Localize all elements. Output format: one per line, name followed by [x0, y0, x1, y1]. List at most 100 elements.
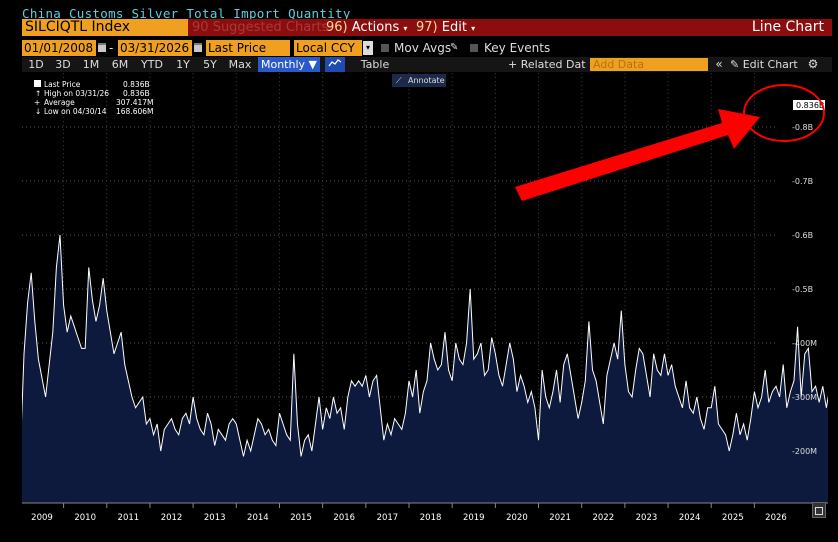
edit-chart-label: Edit Chart	[742, 58, 798, 71]
related-data-button[interactable]: + Related Dat	[508, 58, 586, 71]
mov-avgs-label: Mov Avgs	[394, 41, 452, 55]
frequency-label: Monthly	[260, 58, 306, 71]
suggested-label: Suggested Charts	[212, 20, 329, 35]
range-button-5y[interactable]: 5Y	[203, 58, 217, 71]
legend-average-value: 307.417M	[116, 98, 154, 107]
red-arrow-annotation	[515, 109, 760, 201]
x-tick-label: 2010	[74, 513, 96, 523]
highlight-circle	[743, 84, 825, 142]
y-tick-label: -0.7B	[792, 177, 813, 186]
pencil-icon: ✎	[730, 58, 740, 71]
line-chart-icon[interactable]	[325, 57, 345, 72]
last-value-label: 0.836B	[796, 101, 824, 110]
x-tick-label: 2024	[679, 513, 701, 523]
range-button-1m[interactable]: 1M	[82, 58, 100, 71]
x-tick-label: 2025	[722, 513, 744, 523]
edit-chart-button[interactable]: ✎ Edit Chart	[730, 57, 802, 72]
y-axis: -200M -300M -400M -0.5B -0.6B -0.7B -0.8B	[792, 123, 817, 456]
x-tick-label: 2022	[592, 513, 614, 523]
annotate-button[interactable]: ⟋ Annotate	[392, 74, 446, 87]
x-tick-label: 2013	[204, 513, 226, 523]
y-tick-label: -300M	[792, 393, 817, 402]
actions-menu-button[interactable]: 96) Actions ▾	[326, 19, 407, 36]
edit-menu-button[interactable]: 97) Edit ▾	[416, 19, 475, 36]
key-events-checkbox[interactable]	[470, 44, 478, 52]
x-tick-label: 2015	[290, 513, 312, 523]
legend: Last Price 0.836B ↑ High on 03/31/26 0.8…	[34, 80, 154, 116]
start-date-field[interactable]: 01/01/2008	[22, 40, 96, 56]
caret-down-icon: ▾	[471, 24, 476, 33]
actions-label: Actions	[351, 20, 400, 35]
range-button-max[interactable]: Max	[228, 58, 252, 71]
pencil-icon[interactable]: ✎	[450, 42, 459, 53]
x-tick-label: 2012	[161, 513, 183, 523]
annotate-pencil-icon: ⟋	[396, 76, 402, 85]
range-bar: 1D 3D 1M 6M YTD 1Y 5Y Max Monthly ▼ Tabl…	[22, 57, 832, 72]
x-tick-label: 2021	[549, 513, 571, 523]
y-tick-label: -200M	[792, 447, 817, 456]
series-line	[22, 234, 828, 457]
y-tick-label: -0.8B	[792, 123, 813, 132]
edit-num: 97)	[416, 20, 438, 35]
frequency-selector[interactable]: Monthly ▼	[258, 57, 320, 72]
y-tick-label: -0.5B	[792, 285, 813, 294]
edit-label: Edit	[441, 20, 467, 35]
collapse-icon[interactable]: «	[715, 57, 723, 71]
key-events-label: Key Events	[484, 41, 551, 55]
window-title-bar: China Customs Silver Total Import Quanti…	[22, 3, 832, 21]
legend-high-label: High on 03/31/26	[44, 89, 109, 98]
x-axis: 2009 2010 2011 2012 2013 2014 2015 2016 2017 2018…	[22, 502, 828, 523]
legend-low-value: 168.606M	[116, 107, 154, 116]
legend-average-label: Average	[44, 98, 75, 107]
scroll-button[interactable]	[812, 502, 826, 518]
annotate-label: Annotate	[408, 76, 445, 85]
suggested-num: 90	[192, 20, 209, 35]
x-tick-label: 2009	[31, 513, 53, 523]
ticker-field[interactable]: SILCIQTL Index	[22, 19, 188, 36]
window-title: China Customs Silver Total Import Quanti…	[22, 6, 351, 21]
legend-last-value: 0.836B	[123, 80, 150, 89]
end-date-field[interactable]: 03/31/2026	[118, 40, 192, 56]
x-tick-label: 2016	[333, 513, 355, 523]
y-tick-label: -0.6B	[792, 231, 813, 240]
series-area	[22, 235, 828, 503]
legend-last-label: Last Price	[44, 80, 81, 89]
x-tick-label: 2014	[247, 513, 269, 523]
dropdown-arrow-icon[interactable]: ▾	[363, 41, 373, 55]
legend-high-value: 0.836B	[123, 89, 150, 98]
caret-down-icon: ▾	[403, 24, 408, 33]
legend-swatch	[34, 80, 41, 87]
legend-average-marker: +	[34, 98, 40, 107]
gear-icon[interactable]: ⚙	[807, 57, 819, 71]
range-button-6m[interactable]: 6M	[111, 58, 129, 71]
table-button[interactable]: Table	[360, 58, 390, 71]
range-button-1y[interactable]: 1Y	[176, 58, 190, 71]
range-button-1d[interactable]: 1D	[28, 58, 44, 71]
calendar-icon[interactable]	[98, 43, 106, 52]
x-tick-label: 2020	[506, 513, 528, 523]
last-value-tag: 0.836B	[793, 100, 825, 110]
x-tick-label: 2011	[118, 513, 140, 523]
chart-type-label: Line Chart	[751, 19, 824, 35]
range-button-3d[interactable]: 3D	[55, 58, 71, 71]
legend-low-marker: ↓	[35, 107, 41, 116]
mov-avgs-checkbox[interactable]	[381, 44, 389, 52]
actions-num: 96)	[326, 20, 348, 35]
calendar-icon[interactable]	[194, 43, 202, 52]
x-tick-label: 2018	[420, 513, 442, 523]
date-separator: -	[109, 41, 114, 55]
currency-selector[interactable]: Local CCY	[294, 40, 362, 56]
caret-down-icon: ▼	[308, 58, 317, 71]
x-tick-label: 2026	[765, 513, 787, 523]
y-tick-label: -400M	[792, 339, 817, 348]
x-tick-label: 2019	[463, 513, 485, 523]
legend-low-label: Low on 04/30/14	[44, 107, 107, 116]
range-button-ytd[interactable]: YTD	[141, 58, 163, 71]
x-tick-label: 2023	[636, 513, 658, 523]
add-data-input[interactable]: Add Data	[590, 58, 708, 71]
chart-area[interactable]: -200M -300M -400M -0.5B -0.6B -0.7B -0.8B 2009…	[22, 73, 828, 529]
suggested-charts-button[interactable]: 90 Suggested Charts	[192, 19, 328, 36]
field-selector[interactable]: Last Price	[206, 40, 290, 56]
command-bar: SILCIQTL Index 90 Suggested Charts 96) A…	[22, 19, 832, 36]
legend-high-marker: ↑	[35, 89, 41, 98]
